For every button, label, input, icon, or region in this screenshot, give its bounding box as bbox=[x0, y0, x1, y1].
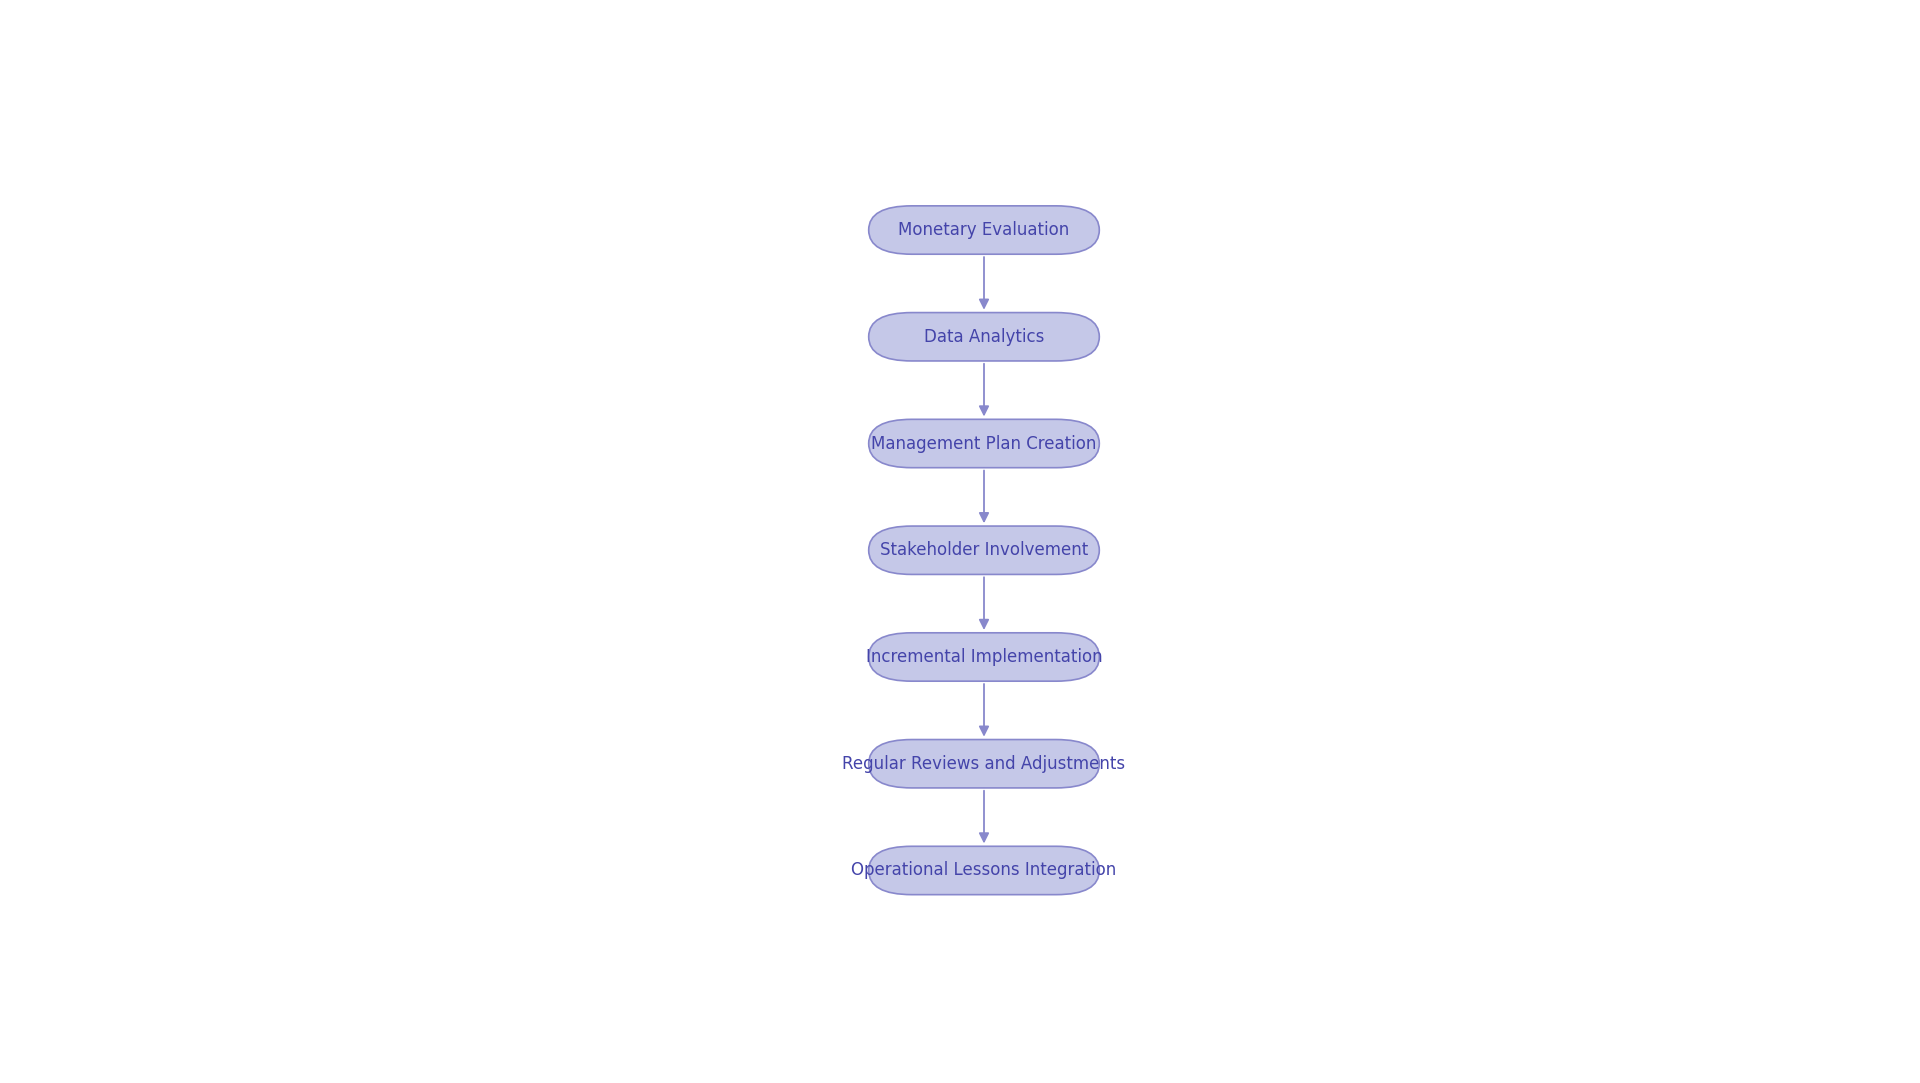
Text: Incremental Implementation: Incremental Implementation bbox=[866, 648, 1102, 666]
Text: Operational Lessons Integration: Operational Lessons Integration bbox=[851, 861, 1117, 879]
Text: Monetary Evaluation: Monetary Evaluation bbox=[899, 221, 1069, 239]
FancyBboxPatch shape bbox=[868, 206, 1100, 255]
FancyBboxPatch shape bbox=[868, 632, 1100, 681]
FancyBboxPatch shape bbox=[868, 313, 1100, 361]
FancyBboxPatch shape bbox=[868, 846, 1100, 895]
FancyBboxPatch shape bbox=[868, 526, 1100, 574]
Text: Stakeholder Involvement: Stakeholder Involvement bbox=[879, 542, 1089, 559]
FancyBboxPatch shape bbox=[868, 419, 1100, 468]
Text: Management Plan Creation: Management Plan Creation bbox=[872, 434, 1096, 453]
Text: Data Analytics: Data Analytics bbox=[924, 328, 1044, 345]
Text: Regular Reviews and Adjustments: Regular Reviews and Adjustments bbox=[843, 755, 1125, 773]
FancyBboxPatch shape bbox=[868, 740, 1100, 788]
